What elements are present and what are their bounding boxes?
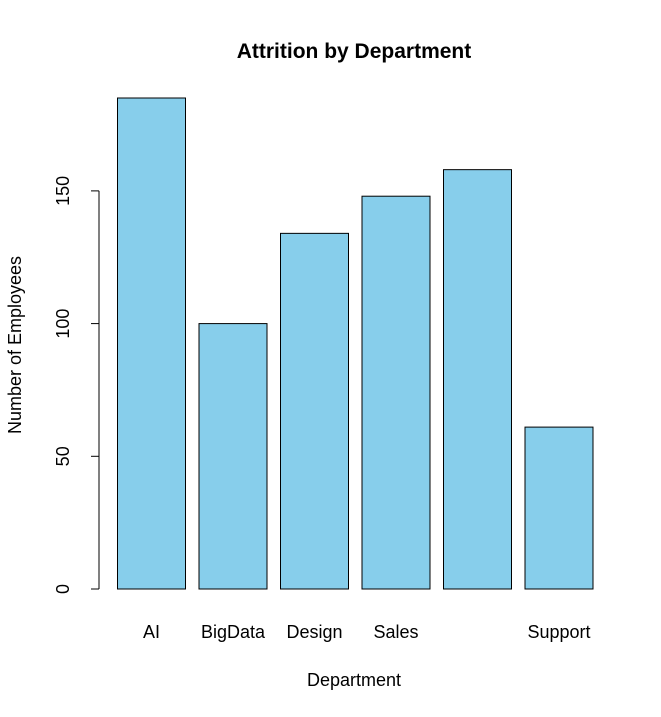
category-label: Sales [373,622,418,642]
y-tick-label: 100 [53,309,73,339]
bar-design [280,232,349,590]
bar-sales [361,195,431,590]
y-axis-ticks: 0 50 100 150 [53,176,99,594]
y-axis-label: Number of Employees [5,256,25,434]
bar-support [524,426,594,590]
category-label: AI [143,622,160,642]
bars-group [117,97,594,590]
bar-ai [117,97,186,590]
category-label: Support [527,622,590,642]
category-label: BigData [201,622,266,642]
category-labels: AI BigData Design Sales Support [143,622,591,642]
y-tick-label: 150 [53,176,73,206]
y-tick-label: 0 [53,584,73,594]
y-tick-label: 50 [53,446,73,466]
chart-title: Attrition by Department [237,40,472,63]
bar-unlabeled-4 [443,169,512,590]
category-label: Design [286,622,342,642]
bar-bigdata [198,323,268,590]
x-axis-label: Department [307,670,401,690]
